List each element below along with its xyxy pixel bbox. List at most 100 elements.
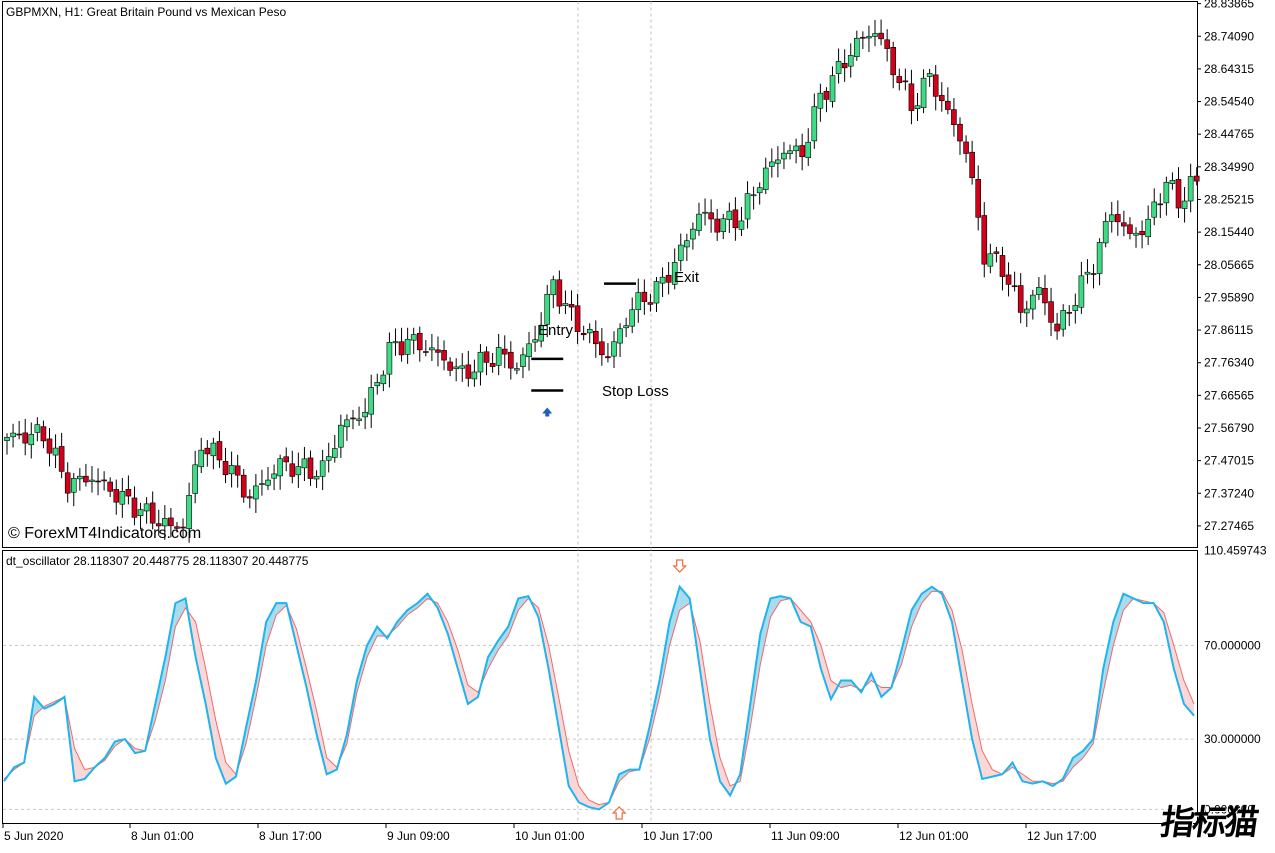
candle-body <box>756 187 763 194</box>
candle-body <box>744 193 751 220</box>
candle-body <box>210 442 217 457</box>
candle-body <box>1023 308 1030 314</box>
candle-body <box>240 474 247 498</box>
oscillator-fill <box>316 710 327 775</box>
candle-body <box>70 478 77 493</box>
candle-body <box>368 387 375 415</box>
candle-body <box>1066 312 1073 314</box>
oscillator-fill <box>669 586 680 646</box>
oscillator-fill <box>1103 621 1114 693</box>
candle-body <box>1054 323 1060 332</box>
candle-body <box>878 32 884 40</box>
oscillator-fill <box>770 596 781 618</box>
candle-body <box>1151 201 1158 218</box>
candle-body <box>811 106 818 142</box>
oscillator-fill <box>498 626 509 651</box>
oscillator-label: dt_oscillator 28.118307 20.448775 28.118… <box>6 554 309 568</box>
candle-body <box>805 141 812 158</box>
candle-body <box>495 347 502 366</box>
oscillator-fill <box>921 586 932 604</box>
candle-body <box>732 209 739 229</box>
candle-body <box>508 351 514 369</box>
price-tick-label: 28.05665 <box>1204 258 1254 272</box>
price-tick-label: 28.54540 <box>1204 95 1254 109</box>
candle-body <box>155 523 162 527</box>
oscillator-line-layer <box>3 584 1195 811</box>
candle-body <box>562 303 569 306</box>
candle-body <box>10 432 16 438</box>
candle-body <box>975 179 982 218</box>
candle-body <box>1175 179 1182 209</box>
candle-body <box>234 465 241 476</box>
candle-body <box>1060 310 1066 330</box>
price-tick-label: 27.66565 <box>1204 388 1254 402</box>
candle-body <box>866 36 872 39</box>
candle-body <box>40 426 47 442</box>
candle-body <box>1030 294 1036 310</box>
time-tick-label: 11 Jun 09:00 <box>771 829 840 843</box>
candle-body <box>477 351 484 373</box>
oscillator-tick-label: 30.000000 <box>1204 732 1261 746</box>
candle-body <box>410 334 417 341</box>
candle-body <box>89 479 95 482</box>
price-tick-label: 27.47015 <box>1204 454 1254 468</box>
oscillator-fill <box>972 703 983 779</box>
oscillator-tick-label: 0.000000 <box>1204 802 1254 816</box>
oscillator-fill <box>1173 645 1184 704</box>
candle-body <box>987 253 994 267</box>
candle-body <box>1121 222 1127 227</box>
entry-label: Entry <box>538 322 574 339</box>
oscillator-fill <box>1083 739 1094 758</box>
candle-body <box>1169 180 1176 184</box>
time-tick-label: 12 Jun 01:00 <box>899 829 969 843</box>
oscillator-panel <box>2 550 1198 824</box>
price-tick-label: 28.74090 <box>1204 29 1254 43</box>
candle-body <box>350 417 356 420</box>
candle-body <box>143 503 150 512</box>
candle-body <box>95 480 101 483</box>
candle-body <box>331 448 338 458</box>
candle-body <box>1005 274 1012 285</box>
candle-body <box>216 441 223 461</box>
candle-body <box>872 33 878 37</box>
candle-body <box>313 476 320 480</box>
candle-body <box>1133 232 1139 236</box>
candle-body <box>1157 203 1164 206</box>
candle-body <box>271 473 277 479</box>
candle-body <box>526 343 532 358</box>
candle-body <box>1096 242 1103 274</box>
price-tick-label: 28.25215 <box>1204 192 1254 206</box>
candle-body <box>1017 285 1024 313</box>
candle-body <box>677 244 684 261</box>
price-tick-label: 28.83865 <box>1204 0 1254 11</box>
candle-body <box>380 374 387 385</box>
candle-body <box>307 457 314 479</box>
candle-body <box>963 141 969 154</box>
candle-body <box>386 342 393 375</box>
oscillator-fast-line <box>3 584 1195 811</box>
candle-body <box>398 341 405 356</box>
candle-body <box>374 382 381 387</box>
candle-body <box>586 328 593 334</box>
oscillator-fill <box>820 645 831 700</box>
candle-body <box>344 419 350 428</box>
candle-body <box>423 351 429 353</box>
time-tick-label: 10 Jun 01:00 <box>515 829 585 843</box>
candle-body <box>1084 271 1091 275</box>
price-tick-label: 27.56790 <box>1204 421 1254 435</box>
candle-body <box>659 276 666 284</box>
candle-body <box>295 466 302 476</box>
oscillator-fill <box>74 748 85 782</box>
candle-body <box>465 364 472 379</box>
candle-body <box>137 509 144 517</box>
candle-body <box>665 274 672 283</box>
candle-body <box>696 213 702 231</box>
candle-body <box>119 491 126 505</box>
exit-label: Exit <box>674 269 700 286</box>
candle-body <box>162 518 168 527</box>
price-tick-label: 27.86115 <box>1204 323 1253 337</box>
candle-body <box>671 262 678 285</box>
price-tick-label: 28.34990 <box>1204 160 1254 174</box>
candle-body <box>83 475 89 483</box>
candle-body <box>926 73 933 77</box>
